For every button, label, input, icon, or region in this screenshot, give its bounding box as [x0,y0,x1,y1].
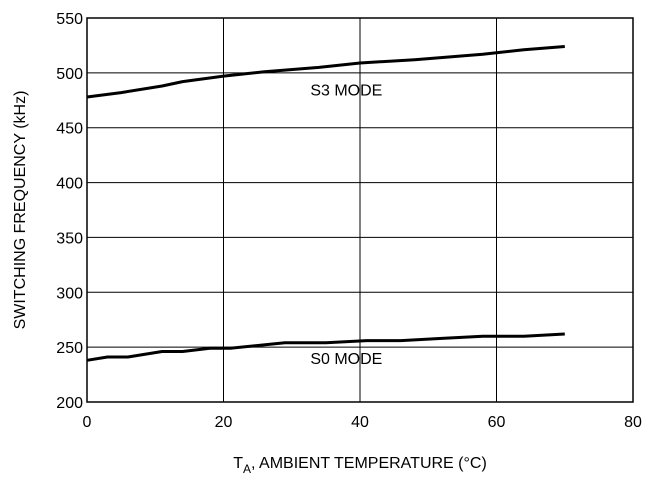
x-tick-label: 80 [624,414,642,431]
x-axis-title-rest: , AMBIENT TEMPERATURE (°C) [251,455,487,472]
y-tick-label: 200 [56,395,83,412]
y-tick-label: 250 [56,340,83,357]
y-tick-label: 450 [56,121,83,138]
annotation-s3-mode: S3 MODE [310,82,382,99]
x-tick-label: 0 [83,414,92,431]
x-tick-label: 60 [488,414,506,431]
series-line-s0-mode [86,332,565,362]
x-tick-label: 40 [351,414,369,431]
x-axis-title-subscript: A [243,462,251,476]
y-tick-label: 500 [56,66,83,83]
y-tick-label: 350 [56,230,83,247]
series-line-s3-mode [86,45,565,99]
annotations: S3 MODE S0 MODE [310,82,382,368]
x-axis-title-main: T [233,455,243,472]
series-layer [86,45,565,362]
annotation-s0-mode: S0 MODE [310,351,382,368]
x-tick-label: 20 [215,414,233,431]
y-tick-label: 300 [56,285,83,302]
tick-labels: 0 20 40 60 80 200 250 300 350 400 450 500 550 [56,11,642,431]
y-axis-title: SWITCHING FREQUENCY (kHz) [12,91,29,330]
x-axis-title: TA, AMBIENT TEMPERATURE (°C) [233,455,487,476]
y-tick-label: 550 [56,11,83,28]
plot-frame [86,17,634,403]
y-tick-label: 400 [56,176,83,193]
grid [86,17,634,403]
